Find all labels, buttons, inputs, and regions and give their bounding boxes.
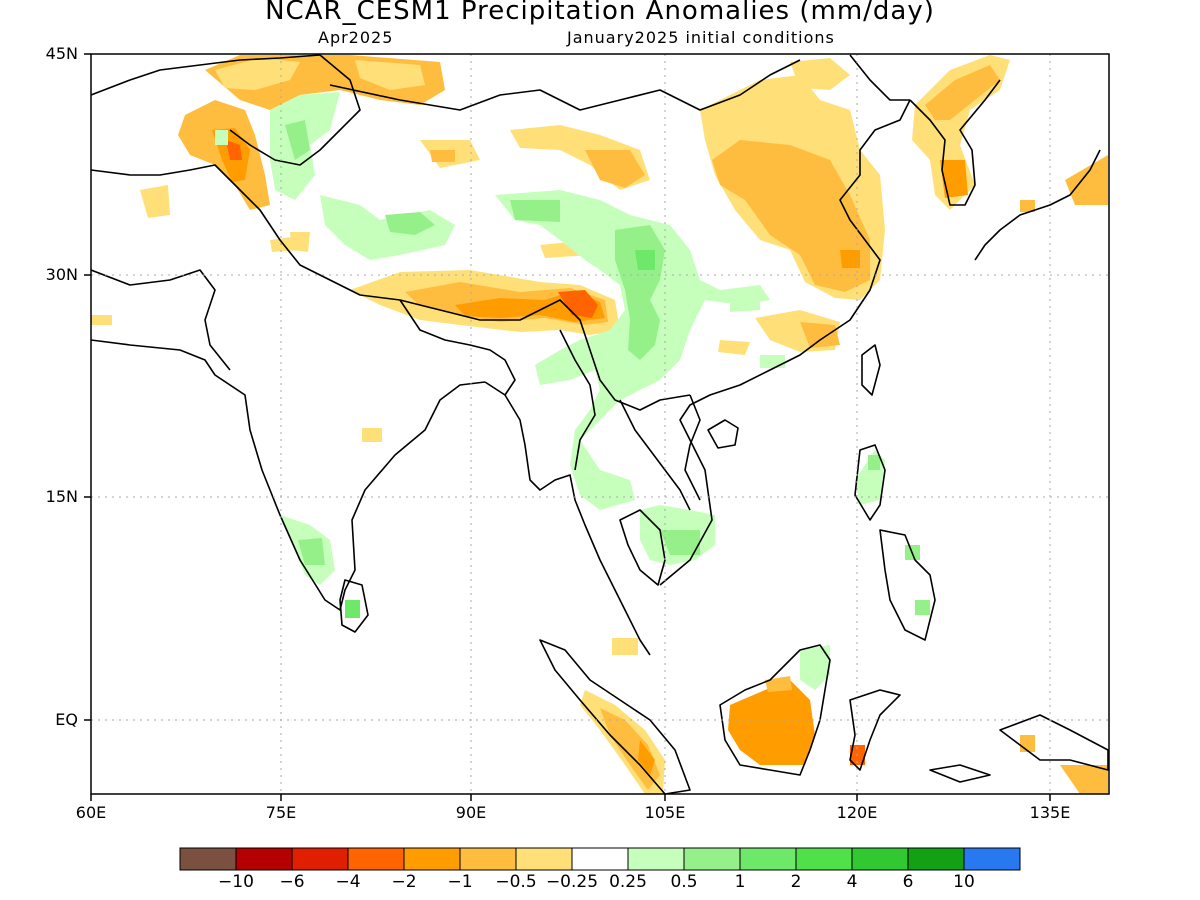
colorbar-swatch [347, 847, 405, 871]
colorbar-swatch [179, 847, 237, 871]
colorbar-label: −0.5 [495, 872, 537, 892]
initial-conditions: January2025 initial conditions [567, 28, 835, 47]
colorbar-swatch [739, 847, 797, 871]
forecast-month: Apr2025 [318, 28, 394, 47]
lat-label-30n: 30N [45, 265, 78, 284]
colorbar-label: −2 [391, 872, 417, 892]
colorbar-swatch [515, 847, 573, 871]
colorbar-label: −1 [447, 872, 473, 892]
lat-label-15n: 15N [45, 487, 78, 506]
map-title: NCAR_CESM1 Precipitation Anomalies (mm/d… [265, 0, 935, 26]
lon-label-60e: 60E [75, 803, 107, 822]
lon-label-105e: 105E [644, 803, 686, 822]
dry-anomaly-regions [91, 55, 1108, 794]
lat-label-eq: EQ [55, 710, 78, 729]
colorbar-label: −10 [218, 872, 254, 892]
colorbar-label: 1 [734, 872, 746, 892]
colorbar-swatch [683, 847, 741, 871]
colorbar-swatch [291, 847, 349, 871]
colorbar-swatch [907, 847, 965, 871]
lat-label-45n: 45N [45, 44, 78, 63]
colorbar-swatch [403, 847, 461, 871]
lon-label-120e: 120E [836, 803, 878, 822]
map-area [91, 54, 1109, 794]
colorbar-swatch [851, 847, 909, 871]
colorbar-label: −0.25 [545, 872, 599, 892]
lon-label-90e: 90E [455, 803, 487, 822]
map-frame [90, 53, 1110, 795]
colorbar-swatch [795, 847, 853, 871]
lon-label-135e: 135E [1029, 803, 1071, 822]
colorbar [179, 847, 1021, 871]
colorbar-label: 6 [902, 872, 914, 892]
colorbar-label: 10 [953, 872, 975, 892]
colorbar-swatch [235, 847, 293, 871]
coastlines-and-borders [91, 54, 1109, 794]
lon-label-75e: 75E [265, 803, 297, 822]
colorbar-swatch [459, 847, 517, 871]
colorbar-swatch [571, 847, 629, 871]
colorbar-label: −6 [279, 872, 305, 892]
colorbar-label: −4 [335, 872, 361, 892]
colorbar-swatch [963, 847, 1021, 871]
colorbar-label: 2 [790, 872, 802, 892]
axis-ticks [84, 53, 1051, 801]
colorbar-label: 0.5 [670, 872, 698, 892]
colorbar-label: 4 [846, 872, 858, 892]
colorbar-label: 0.25 [609, 872, 647, 892]
graticule [91, 54, 1109, 794]
colorbar-swatch [627, 847, 685, 871]
